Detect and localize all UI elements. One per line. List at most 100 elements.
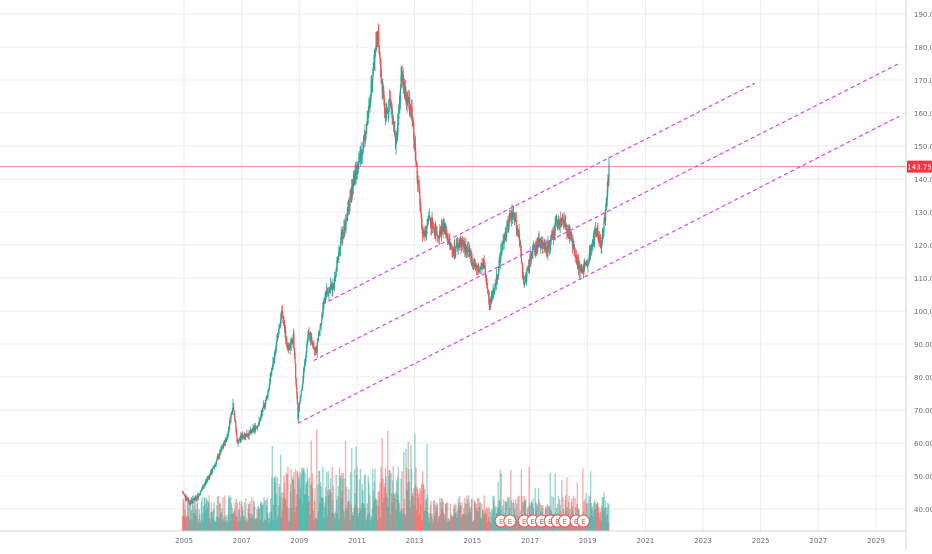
volume-bar [204,497,206,531]
volume-bar [298,498,301,531]
volume-bar [602,496,605,531]
channel-line[interactable] [313,62,900,362]
volume-bar [517,496,519,531]
volume-bar [360,510,362,531]
channel-lines[interactable] [0,62,906,424]
candle-body [262,406,264,412]
volume-bar [595,504,597,531]
candle-body [358,157,360,162]
volume-bar [445,503,447,531]
candle-body [494,286,496,288]
volume-bar [608,504,610,531]
candle-body [549,246,551,249]
volume-bar [487,517,490,531]
volume-bar [185,517,187,531]
volume-bar [241,506,244,531]
candle-body [529,259,531,267]
volume-bar [384,483,386,531]
candle-body [508,217,510,226]
volume-bar [474,502,477,531]
volume-bar [588,516,591,531]
volume-bar [385,492,388,531]
volume-bar [410,468,413,531]
volume-bar [582,468,584,531]
volume-bar [234,502,236,531]
candle-body [590,249,592,251]
candle-body [553,231,555,235]
volume-bar [357,516,360,531]
volume-bar [426,494,429,531]
volume-bar [299,471,301,531]
volume-bar [266,505,268,531]
volume-bar [594,509,597,531]
volume-bar [604,500,607,531]
event-marker[interactable] [503,514,517,528]
candle-body [370,80,372,100]
channel-line[interactable] [322,82,756,305]
candle-body [491,291,494,299]
candle-body [542,244,544,248]
volume-bar [240,503,243,531]
volume-bar [489,521,491,531]
candle-body [235,421,237,429]
volume-bar [565,495,567,531]
volume-bar [316,429,318,531]
volume-bar [454,512,457,531]
candle-body [219,451,221,456]
x-tick-label: 2007 [233,537,251,545]
volume-bar [419,488,421,531]
volume-bar [401,514,404,531]
volume-bar [458,507,460,531]
candle-body [251,428,254,432]
volume-bar [280,454,282,531]
candle-body [323,300,326,302]
volume-bar [262,521,265,531]
candle-body [377,31,379,36]
candle-body [218,455,220,458]
candle-body [317,340,319,343]
candle-body [214,465,216,468]
candle-body [507,222,509,227]
candle-body [386,111,388,113]
candle-body [232,403,235,411]
volume-bar [459,503,462,531]
volume-bar [367,476,370,531]
volume-bar [393,494,395,531]
candle-body [417,179,419,184]
candle-body [277,332,280,335]
volume-bar [306,481,308,531]
volume-bar [311,482,313,531]
volume-bar [364,508,366,531]
volume-bar [360,503,363,531]
volume-bar [551,495,553,531]
volume-bar [518,495,520,531]
volume-bar [515,498,517,531]
x-tick-label: 2013 [406,537,424,545]
volume-bar [570,502,572,531]
volume-bar [459,496,461,531]
candle-body [303,367,305,373]
volume-bar [277,505,280,531]
volume-bar [465,515,467,531]
volume-bar [491,510,494,531]
channel-line[interactable] [297,115,900,424]
volume-bar [313,500,316,531]
event-marker[interactable] [576,514,590,528]
candle-body [374,49,377,52]
volume-bar [253,506,256,531]
volume-bar [182,498,184,531]
volume-bar [200,501,203,531]
candle-body [419,192,421,205]
volume-bar [371,508,373,531]
volume-bar [210,502,213,531]
candle-body [519,238,521,246]
candle-body [420,213,423,225]
volume-bar [520,469,523,531]
candle-body [321,317,323,319]
volume-bar [441,509,443,531]
candle-body [566,225,568,232]
volume-bar [589,496,591,531]
candle-body [276,341,278,344]
